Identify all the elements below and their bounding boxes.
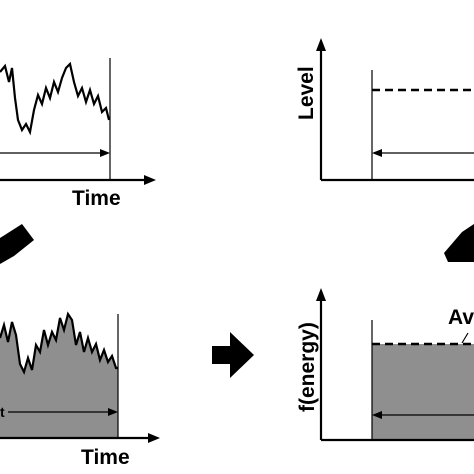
time-axis-label: Time [81, 446, 130, 469]
annotation-leader [461, 332, 469, 344]
panel-bottom-right: f(energy) Av [296, 288, 474, 442]
interval-arrowhead [372, 411, 382, 419]
energy-axis-label: f(energy) [296, 322, 319, 412]
time-axis-arrowhead [148, 433, 160, 443]
energy-area [0, 314, 118, 438]
time-axis-arrowhead [144, 175, 156, 185]
arrow-right-icon [212, 332, 254, 378]
energy-waveform [0, 311, 118, 376]
energy-axis-arrowhead [316, 288, 326, 301]
level-axis-arrowhead [316, 38, 326, 51]
panel-top-left: Time [0, 58, 156, 210]
interval-arrowhead [100, 149, 110, 157]
average-annotation: Av [448, 306, 474, 329]
average-energy-area [372, 344, 474, 440]
interval-label: t [0, 404, 5, 420]
signal-waveform [0, 61, 111, 136]
time-axis-label: Time [72, 187, 121, 210]
interval-arrowhead [108, 408, 118, 416]
panel-top-right: Level [295, 38, 474, 182]
interval-arrowhead [372, 149, 382, 157]
level-axis-label: Level [295, 66, 318, 120]
panel-bottom-left: t Time [0, 311, 160, 469]
arrow-down-left-icon [0, 224, 34, 264]
arrow-up-right-icon [444, 224, 474, 262]
